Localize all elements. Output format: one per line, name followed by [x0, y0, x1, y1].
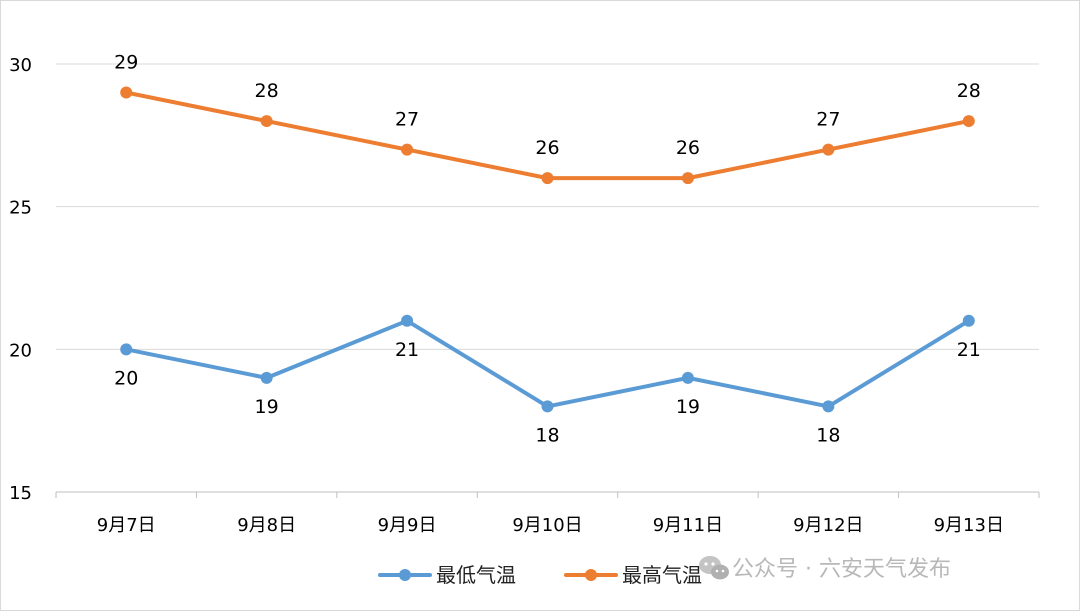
data-point	[822, 400, 835, 413]
data-label: 28	[255, 80, 279, 102]
data-point	[401, 143, 414, 156]
data-point	[681, 172, 694, 185]
data-point	[260, 115, 273, 128]
data-point	[541, 400, 554, 413]
data-label: 19	[255, 396, 279, 418]
data-point	[962, 115, 975, 128]
legend-swatch-marker	[399, 569, 411, 581]
wechat-icon	[699, 556, 729, 580]
axes: 15 20 25 30 9月7日 9月8日 9月9日 9月10日 9月11日 9月12日 9月13日	[9, 55, 1040, 536]
gridlines	[56, 63, 1039, 350]
data-label: 26	[535, 137, 559, 159]
data-point	[120, 86, 133, 99]
x-tick-label: 9月9日	[378, 515, 437, 536]
legend-label: 最高气温	[622, 563, 702, 587]
y-tick-label: 15	[9, 483, 32, 504]
series	[120, 86, 975, 413]
x-tick-label: 9月12日	[793, 515, 863, 536]
data-point	[541, 172, 554, 185]
x-tick-label: 9月10日	[512, 515, 582, 536]
data-label: 18	[535, 424, 559, 446]
legend: 最低气温 最高气温	[378, 563, 702, 587]
data-label: 19	[676, 396, 700, 418]
data-point	[962, 314, 975, 327]
x-tick-label: 9月8日	[237, 515, 296, 536]
data-point	[822, 143, 835, 156]
x-tick-label: 9月13日	[934, 515, 1004, 536]
data-point	[681, 371, 694, 384]
legend-swatch-marker	[585, 569, 597, 581]
data-label: 21	[395, 339, 419, 361]
watermark-text: 公众号 · 六安天气发布	[732, 557, 951, 582]
legend-label: 最低气温	[436, 563, 516, 587]
data-point	[260, 371, 273, 384]
data-label: 20	[114, 367, 138, 389]
data-labels: 20 19 21 18 19 18 21 29 28 27 26 26 27 28	[114, 52, 981, 447]
data-label: 27	[395, 109, 419, 131]
data-label: 21	[957, 339, 981, 361]
data-point	[120, 343, 133, 356]
data-label: 29	[114, 52, 138, 74]
data-label: 27	[816, 109, 840, 131]
x-tick-label: 9月11日	[653, 515, 723, 536]
data-label: 28	[957, 80, 981, 102]
data-label: 18	[816, 424, 840, 446]
y-tick-label: 25	[9, 198, 32, 219]
x-tick-label: 9月7日	[97, 515, 156, 536]
watermark: 公众号 · 六安天气发布	[699, 556, 951, 582]
data-label: 26	[676, 137, 700, 159]
y-tick-label: 30	[9, 55, 32, 76]
data-point	[401, 314, 414, 327]
y-tick-label: 20	[9, 340, 32, 361]
